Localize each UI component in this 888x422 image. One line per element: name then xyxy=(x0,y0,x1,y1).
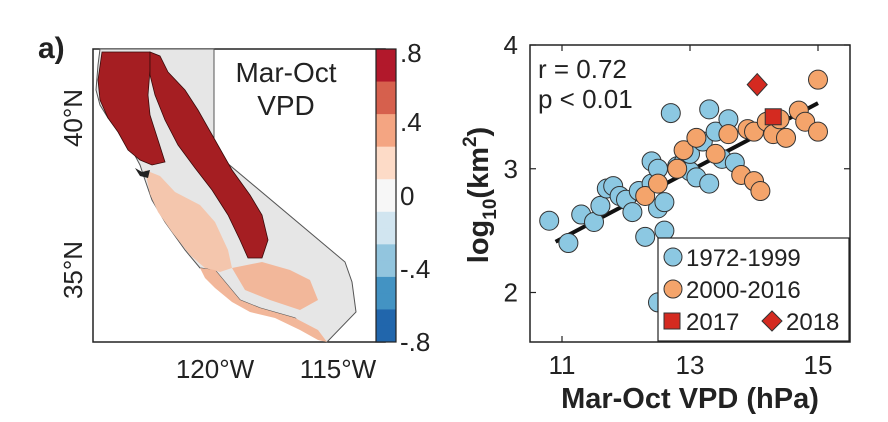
map-region-north xyxy=(97,51,166,166)
colorbar-block xyxy=(376,244,396,262)
legend-marker-2017 xyxy=(663,312,681,330)
point-1972-1999 xyxy=(654,220,675,241)
legend-box xyxy=(657,237,850,342)
lat-label-35n: 35°N xyxy=(58,241,88,299)
point-2000-2016 xyxy=(686,127,707,148)
map-region-coast xyxy=(145,170,232,272)
point-1972-1999 xyxy=(590,195,611,216)
point-2000-2016 xyxy=(667,158,688,179)
legend-marker-2000-2016 xyxy=(663,279,683,299)
point-2000-2016 xyxy=(673,140,694,161)
y-tick-label-2: 4 xyxy=(504,30,518,60)
point-1972-1999 xyxy=(699,99,720,120)
map-title-line1: Mar-Oct xyxy=(235,57,336,88)
point-2018 xyxy=(746,72,768,97)
x-tick-label-1: 13 xyxy=(676,350,705,380)
colorbar-block xyxy=(376,65,396,83)
scatter-panel: 11 13 15 2 3 4 r = 0.72 p < 0.01 1972-1999 20… xyxy=(460,30,851,415)
point-2000-2016 xyxy=(750,181,771,202)
point-1972-1999 xyxy=(539,210,560,231)
point-2000-2016 xyxy=(808,121,828,142)
colorbar-block xyxy=(376,162,396,180)
point-1972-1999 xyxy=(660,103,681,124)
colorbar-tick-2: 0 xyxy=(400,181,414,211)
colorbar-block xyxy=(376,179,396,196)
colorbar-block xyxy=(376,211,396,229)
x-tick-label-0: 11 xyxy=(549,350,576,380)
map-panel: Mar-Oct VPD 40°N 35°N 120°W 115°W xyxy=(58,48,386,384)
y-axis-label-close: ) xyxy=(463,127,495,137)
y-axis-label-sup: 2 xyxy=(460,136,481,147)
y-tick-label-1: 3 xyxy=(504,154,518,184)
colorbar-tick-4: -.8 xyxy=(400,327,430,357)
colorbar-block xyxy=(376,49,396,66)
colorbar-tick-3: -.4 xyxy=(400,254,430,284)
legend: 1972-1999 2000-2016 2017 2018 xyxy=(657,237,850,342)
legend-label-2018: 2018 xyxy=(786,309,839,336)
colorbar-tick-0: .8 xyxy=(400,38,422,68)
point-1972-1999 xyxy=(654,192,675,213)
point-2000-2016 xyxy=(648,173,668,194)
lon-label-115w: 115°W xyxy=(300,354,377,384)
legend-label-2017: 2017 xyxy=(686,309,739,336)
y-tick-label-0: 2 xyxy=(504,278,518,308)
colorbar-block xyxy=(376,81,396,99)
colorbar-block xyxy=(376,309,396,327)
colorbar-block xyxy=(376,97,396,115)
colorbar-block xyxy=(376,114,396,131)
map-region-sierra xyxy=(149,51,269,259)
y-axis-label-base: log xyxy=(463,220,495,264)
colorbar-block xyxy=(376,228,396,245)
colorbar-block xyxy=(376,195,396,213)
colorbar-frame xyxy=(375,48,397,343)
colorbar: .8 .4 0 -.4 -.8 xyxy=(375,38,430,357)
lon-label-120w: 120°W xyxy=(176,354,255,384)
map-title-line2: VPD xyxy=(257,90,315,121)
legend-marker-1972-1999 xyxy=(663,247,683,267)
point-1972-1999 xyxy=(622,202,643,223)
colorbar-block xyxy=(376,293,396,310)
colorbar-block xyxy=(376,146,396,164)
point-2000-2016 xyxy=(776,127,796,148)
map-title-box xyxy=(215,50,383,128)
point-1972-1999 xyxy=(699,173,720,194)
point-2000-2016 xyxy=(635,185,656,206)
x-axis-label: Mar-Oct VPD (hPa) xyxy=(561,383,819,415)
legend-marker-2018 xyxy=(761,310,783,332)
colorbar-block xyxy=(376,276,396,294)
colorbar-block xyxy=(376,260,396,278)
lat-label-40n: 40°N xyxy=(58,89,88,147)
legend-label-1972-1999: 1972-1999 xyxy=(686,245,801,272)
point-2000-2016 xyxy=(808,69,828,90)
annotation-p: p < 0.01 xyxy=(538,84,633,114)
annotation-r: r = 0.72 xyxy=(538,54,627,84)
colorbar-tick-1: .4 xyxy=(400,107,422,137)
y-axis-label: log10(km2) xyxy=(460,127,501,263)
panel-label: a) xyxy=(38,32,65,65)
map-region-south xyxy=(200,262,327,342)
map-bay-area-mark xyxy=(135,168,150,178)
point-2000-2016 xyxy=(718,124,739,145)
y-axis-label-sub: 10 xyxy=(480,199,501,220)
point-2000-2016 xyxy=(705,143,726,164)
x-tick-label-2: 15 xyxy=(804,350,833,380)
y-axis-label-unit: (km xyxy=(463,147,495,199)
point-2017 xyxy=(764,108,782,126)
point-1972-1999 xyxy=(635,226,656,247)
point-1972-1999 xyxy=(558,233,579,253)
colorbar-block xyxy=(376,130,396,148)
colorbar-block xyxy=(376,325,396,343)
legend-label-2000-2016: 2000-2016 xyxy=(686,277,801,304)
